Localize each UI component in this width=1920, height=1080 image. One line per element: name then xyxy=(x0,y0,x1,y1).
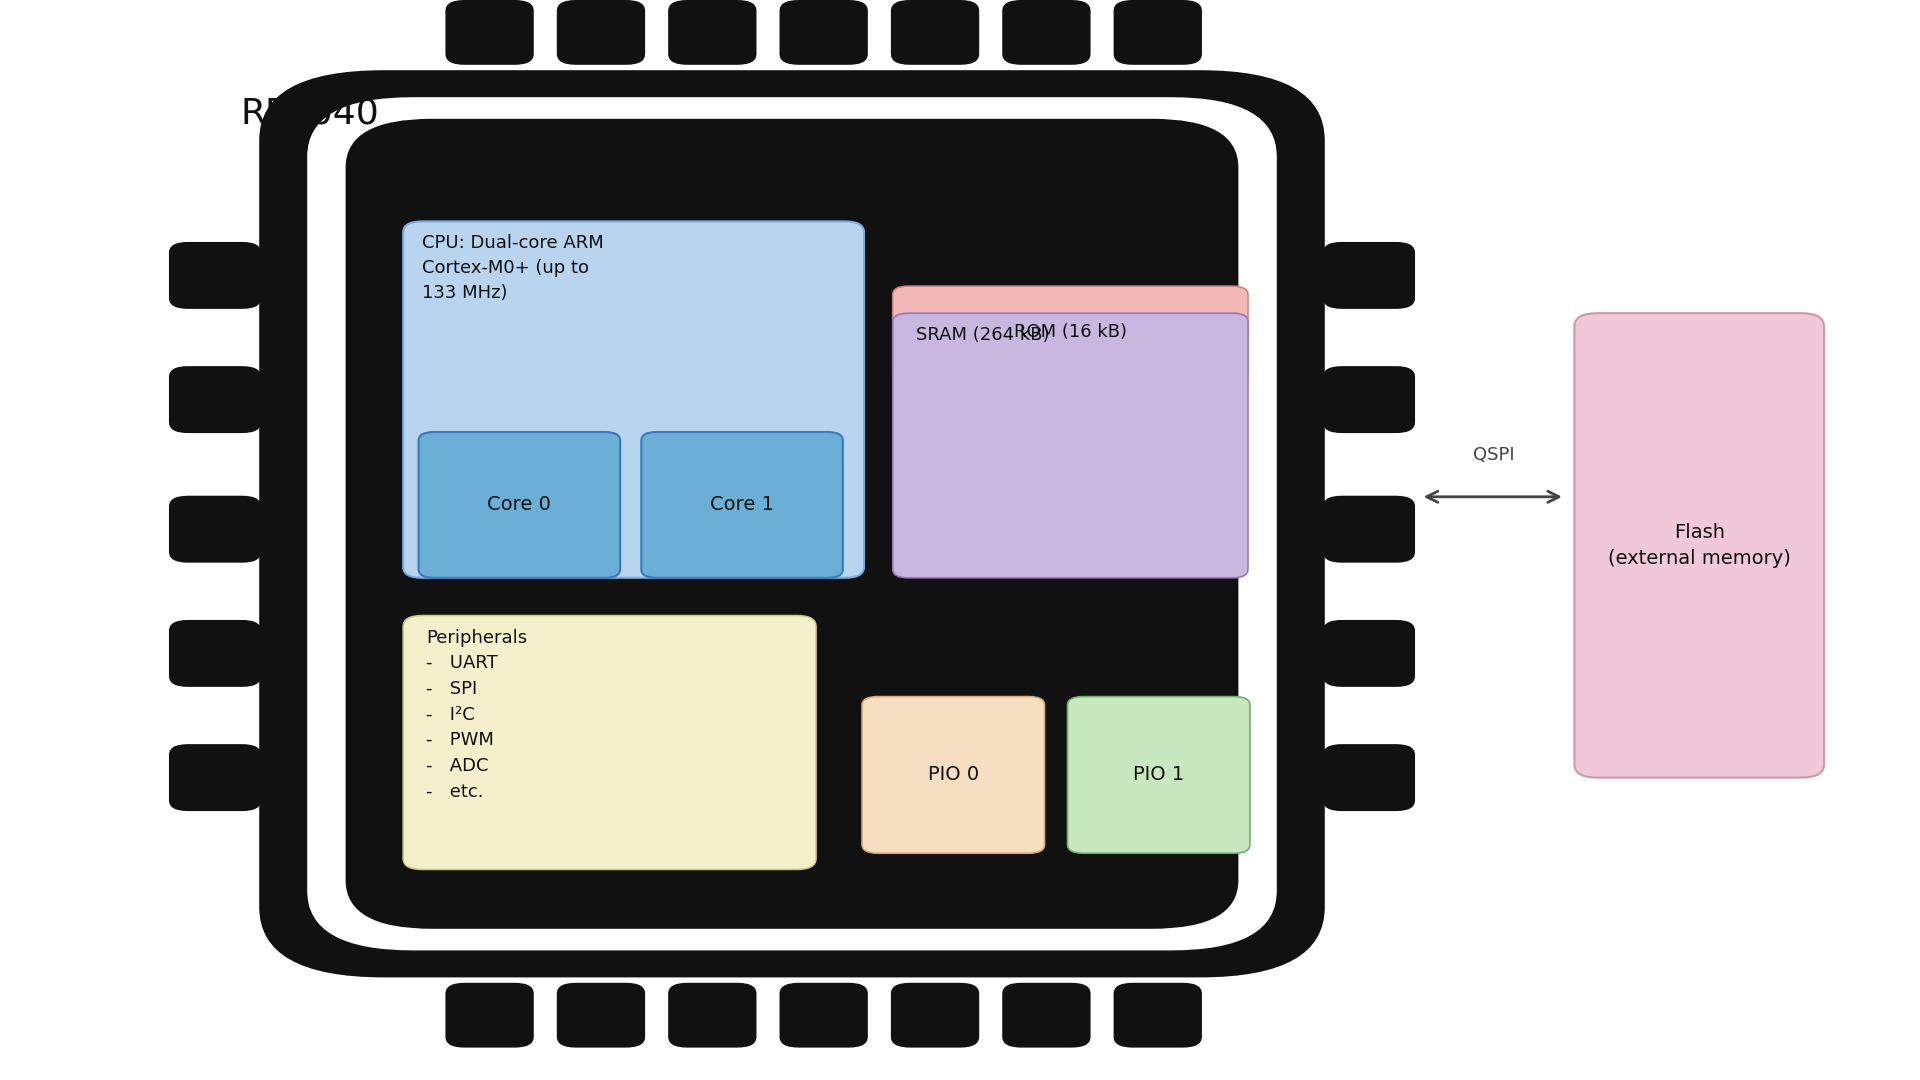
FancyBboxPatch shape xyxy=(893,313,1248,578)
FancyBboxPatch shape xyxy=(403,221,864,578)
FancyBboxPatch shape xyxy=(1323,366,1415,433)
Text: Flash
(external memory): Flash (external memory) xyxy=(1607,523,1791,568)
FancyBboxPatch shape xyxy=(1002,0,1091,65)
FancyBboxPatch shape xyxy=(1323,242,1415,309)
Text: Core 0: Core 0 xyxy=(488,496,551,514)
FancyBboxPatch shape xyxy=(1323,496,1415,563)
FancyBboxPatch shape xyxy=(1323,620,1415,687)
FancyBboxPatch shape xyxy=(307,97,1277,950)
Text: PIO 0: PIO 0 xyxy=(927,766,979,784)
FancyBboxPatch shape xyxy=(641,432,843,578)
FancyBboxPatch shape xyxy=(557,0,645,65)
FancyBboxPatch shape xyxy=(862,697,1044,853)
FancyBboxPatch shape xyxy=(893,286,1248,378)
FancyBboxPatch shape xyxy=(1002,983,1091,1048)
Text: QSPI: QSPI xyxy=(1473,446,1515,464)
FancyBboxPatch shape xyxy=(419,432,620,578)
Text: SRAM (264 kB): SRAM (264 kB) xyxy=(916,326,1050,345)
Text: Peripherals
-   UART
-   SPI
-   I²C
-   PWM
-   ADC
-   etc.: Peripherals - UART - SPI - I²C - PWM - A… xyxy=(426,629,528,800)
FancyBboxPatch shape xyxy=(169,242,261,309)
FancyBboxPatch shape xyxy=(169,744,261,811)
FancyBboxPatch shape xyxy=(1323,744,1415,811)
FancyBboxPatch shape xyxy=(169,620,261,687)
FancyBboxPatch shape xyxy=(668,983,756,1048)
Text: RP2040: RP2040 xyxy=(240,96,378,131)
FancyBboxPatch shape xyxy=(445,983,534,1048)
Text: ROM (16 kB): ROM (16 kB) xyxy=(1014,323,1127,341)
FancyBboxPatch shape xyxy=(780,0,868,65)
FancyBboxPatch shape xyxy=(403,616,816,869)
FancyBboxPatch shape xyxy=(259,70,1325,977)
FancyBboxPatch shape xyxy=(1068,697,1250,853)
FancyBboxPatch shape xyxy=(891,0,979,65)
FancyBboxPatch shape xyxy=(891,983,979,1048)
Text: CPU: Dual-core ARM
Cortex-M0+ (up to
133 MHz): CPU: Dual-core ARM Cortex-M0+ (up to 133… xyxy=(422,234,605,302)
FancyBboxPatch shape xyxy=(169,496,261,563)
FancyBboxPatch shape xyxy=(1574,313,1824,778)
FancyBboxPatch shape xyxy=(169,366,261,433)
FancyBboxPatch shape xyxy=(346,119,1238,929)
FancyBboxPatch shape xyxy=(557,983,645,1048)
Text: Core 1: Core 1 xyxy=(710,496,774,514)
FancyBboxPatch shape xyxy=(668,0,756,65)
FancyBboxPatch shape xyxy=(780,983,868,1048)
FancyBboxPatch shape xyxy=(1114,983,1202,1048)
Text: PIO 1: PIO 1 xyxy=(1133,766,1185,784)
FancyBboxPatch shape xyxy=(1114,0,1202,65)
FancyBboxPatch shape xyxy=(445,0,534,65)
